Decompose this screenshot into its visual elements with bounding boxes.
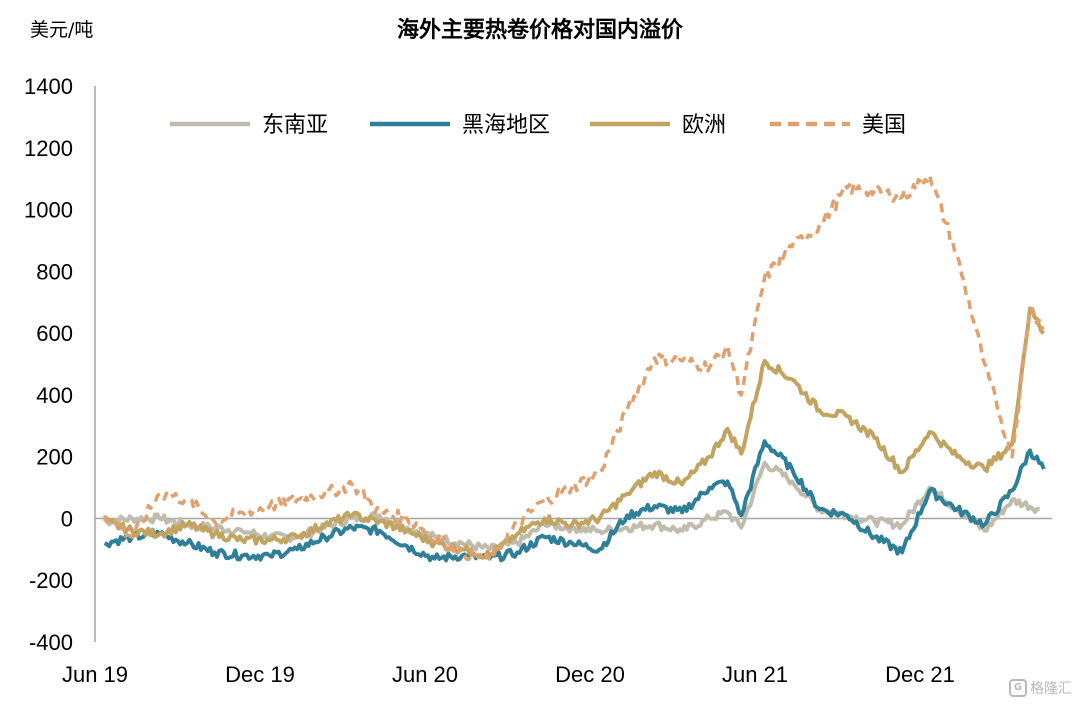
x-tick-label: Jun 19 bbox=[62, 662, 128, 687]
series-line bbox=[102, 173, 1045, 562]
y-tick-label: 600 bbox=[36, 321, 73, 346]
y-tick-label: 1200 bbox=[24, 136, 73, 161]
y-tick-label: -400 bbox=[29, 630, 73, 655]
chart-title: 海外主要热卷价格对国内溢价 bbox=[397, 17, 684, 43]
y-axis: -400 -200 0 200 400 600 800 1000 1200 1400 bbox=[24, 74, 96, 655]
series-line bbox=[103, 439, 1046, 563]
legend-label: 东南亚 bbox=[262, 113, 328, 138]
y-tick-label: 1400 bbox=[24, 74, 73, 99]
watermark-text: 格隆汇 bbox=[1030, 681, 1072, 697]
y-tick-label: 800 bbox=[36, 259, 73, 284]
y-tick-label: 0 bbox=[61, 506, 73, 531]
legend-label: 美国 bbox=[862, 113, 906, 138]
legend-label: 黑海地区 bbox=[462, 113, 550, 138]
legend-label: 欧洲 bbox=[682, 113, 726, 138]
y-tick-label: -200 bbox=[29, 568, 73, 593]
y-tick-label: 400 bbox=[36, 383, 73, 408]
x-axis: Jun 19 Dec 19 Jun 20 Dec 20 Jun 21 Dec 21 bbox=[62, 517, 1052, 687]
x-tick-label: Jun 20 bbox=[392, 662, 458, 687]
series-lines bbox=[102, 173, 1046, 563]
series-line bbox=[103, 306, 1045, 560]
legend: 东南亚 黑海地区 欧洲 美国 bbox=[170, 113, 906, 138]
watermark: G 格隆汇 bbox=[1009, 678, 1072, 698]
x-tick-label: Dec 19 bbox=[225, 662, 295, 687]
watermark-logo-icon: G bbox=[1009, 679, 1027, 697]
x-tick-label: Jun 21 bbox=[722, 662, 788, 687]
x-tick-label: Dec 20 bbox=[555, 662, 625, 687]
series-line bbox=[104, 460, 1040, 552]
y-tick-label: 200 bbox=[36, 445, 73, 470]
y-tick-label: 1000 bbox=[24, 198, 73, 223]
x-tick-label: Dec 21 bbox=[885, 662, 955, 687]
y-unit-label: 美元/吨 bbox=[30, 19, 93, 41]
